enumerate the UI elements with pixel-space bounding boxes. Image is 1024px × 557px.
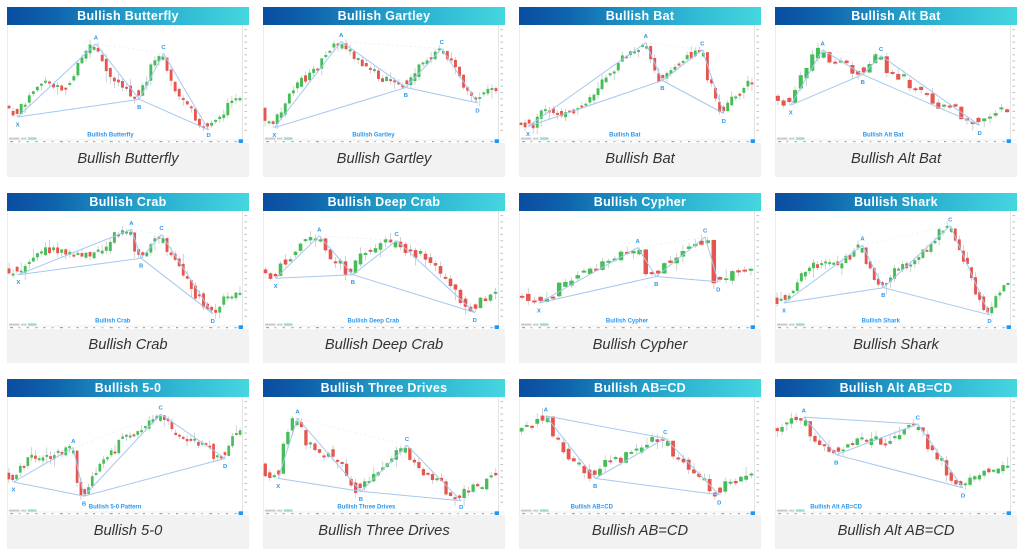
svg-text:C: C <box>663 430 668 436</box>
svg-text:B: B <box>881 293 885 299</box>
svg-text:D: D <box>961 493 965 499</box>
svg-text:B: B <box>861 80 865 86</box>
svg-text:A: A <box>71 439 76 445</box>
svg-text:D: D <box>206 133 210 139</box>
svg-text:Bullish Alt Bat: Bullish Alt Bat <box>863 133 904 139</box>
svg-text:C: C <box>405 437 410 443</box>
svg-text:X: X <box>12 488 16 494</box>
svg-text:C: C <box>700 41 705 47</box>
svg-text:C: C <box>158 406 163 412</box>
svg-text:A: A <box>544 407 549 413</box>
svg-text:A: A <box>94 35 99 41</box>
svg-text:C: C <box>948 217 953 223</box>
svg-text:D: D <box>459 505 463 511</box>
svg-text:A: A <box>339 33 344 39</box>
svg-text:B: B <box>82 502 86 508</box>
svg-text:Bullish Shark: Bullish Shark <box>862 319 901 325</box>
svg-text:C: C <box>916 416 921 422</box>
svg-text:D: D <box>987 319 991 325</box>
svg-text:D: D <box>211 319 215 325</box>
svg-text:A: A <box>644 34 649 40</box>
svg-text:D: D <box>473 318 477 324</box>
svg-text:X: X <box>272 133 276 139</box>
svg-text:D: D <box>223 464 227 470</box>
svg-text:X: X <box>16 280 20 286</box>
svg-text:A: A <box>295 410 300 416</box>
svg-text:B: B <box>660 86 664 92</box>
svg-text:A: A <box>802 409 807 415</box>
svg-text:Bullish Crab: Bullish Crab <box>95 319 131 325</box>
svg-text:Bullish Bat: Bullish Bat <box>609 133 640 139</box>
svg-text:A: A <box>860 237 865 243</box>
svg-text:C: C <box>440 40 445 46</box>
svg-text:Bullish Three Drives: Bullish Three Drives <box>337 505 396 511</box>
svg-text:X: X <box>537 309 541 315</box>
svg-text:B: B <box>359 497 363 503</box>
svg-text:A: A <box>635 239 640 245</box>
svg-text:X: X <box>274 284 278 290</box>
svg-text:X: X <box>526 132 530 138</box>
svg-text:Bullish 5-0 Pattern: Bullish 5-0 Pattern <box>89 505 142 511</box>
svg-text:B: B <box>654 282 658 288</box>
svg-text:A: A <box>317 227 322 233</box>
svg-text:B: B <box>351 280 355 286</box>
svg-text:Bullish Gartley: Bullish Gartley <box>352 133 395 139</box>
svg-text:D: D <box>716 287 720 293</box>
svg-text:D: D <box>977 131 981 137</box>
svg-text:C: C <box>879 47 884 53</box>
svg-text:D: D <box>722 119 726 125</box>
svg-text:B: B <box>834 460 838 466</box>
svg-text:Bullish Alt AB=CD: Bullish Alt AB=CD <box>810 505 862 511</box>
svg-text:Bullish Deep Crab: Bullish Deep Crab <box>348 319 400 325</box>
svg-text:D: D <box>475 108 479 114</box>
svg-text:C: C <box>394 232 399 238</box>
svg-text:X: X <box>782 309 786 315</box>
svg-text:X: X <box>16 123 20 129</box>
svg-text:C: C <box>703 229 708 235</box>
svg-text:D: D <box>717 500 721 506</box>
svg-text:Bullish AB=CD: Bullish AB=CD <box>571 505 614 511</box>
svg-text:Bullish Cypher: Bullish Cypher <box>606 319 649 325</box>
svg-text:B: B <box>139 264 143 270</box>
svg-text:B: B <box>404 93 408 99</box>
svg-text:A: A <box>820 41 825 47</box>
svg-text:B: B <box>593 484 597 490</box>
svg-text:X: X <box>789 111 793 117</box>
svg-text:C: C <box>161 45 166 51</box>
svg-text:Bullish Butterfly: Bullish Butterfly <box>87 133 134 139</box>
svg-text:X: X <box>276 484 280 490</box>
svg-text:C: C <box>159 226 164 232</box>
svg-text:B: B <box>137 105 141 111</box>
svg-text:A: A <box>129 221 134 227</box>
